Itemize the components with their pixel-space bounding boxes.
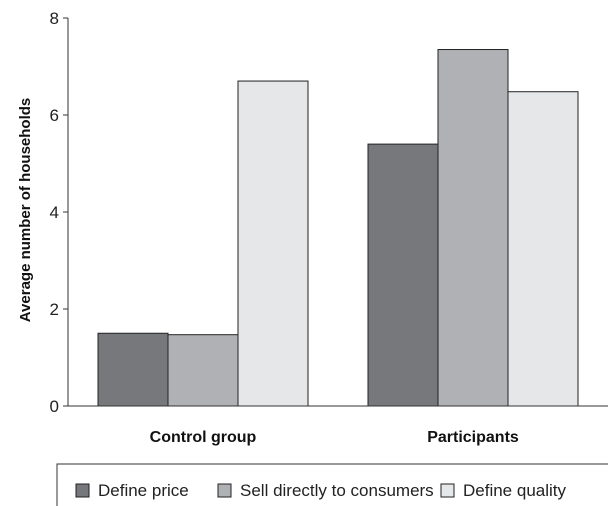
- legend-swatch: [440, 483, 455, 498]
- legend-border: [56, 463, 608, 506]
- x-category-label: Participants: [427, 429, 519, 446]
- legend-swatch: [217, 483, 232, 498]
- legend-label: Define quality: [463, 481, 567, 500]
- y-tick-label: 0: [50, 397, 59, 416]
- x-category-label: Control group: [150, 429, 257, 446]
- bars: [97, 49, 579, 407]
- bar-define-quality-control-group: [237, 80, 309, 407]
- y-tick-label: 2: [50, 300, 59, 319]
- bar-define-price-participants: [367, 143, 439, 407]
- y-tick-label: 6: [50, 106, 59, 125]
- y-axis-title: Average number of households: [17, 98, 34, 322]
- x-axis: Control group Participants: [68, 405, 608, 446]
- y-tick-label: 8: [50, 9, 59, 28]
- legend-label: Sell directly to consumers: [240, 481, 434, 500]
- bar-sell-directly-to-consumers-participants: [437, 49, 509, 407]
- bar-define-quality-participants: [507, 91, 579, 407]
- bar-define-price-control-group: [97, 332, 169, 407]
- legend-label: Define price: [98, 481, 189, 500]
- legend: Define price Sell directly to consumers De…: [56, 463, 608, 506]
- y-axis: 0 2 4 6 8: [50, 9, 69, 416]
- legend-swatch: [75, 483, 90, 498]
- bar-sell-directly-to-consumers-control-group: [167, 334, 239, 407]
- y-tick-label: 4: [50, 203, 59, 222]
